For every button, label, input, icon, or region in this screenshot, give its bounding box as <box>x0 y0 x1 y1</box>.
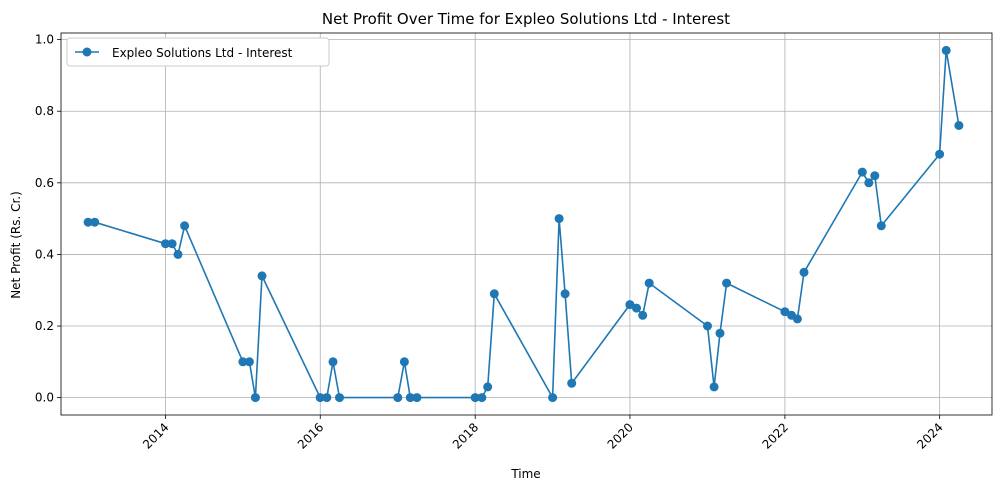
data-point <box>489 289 499 299</box>
data-point <box>477 393 487 403</box>
data-point <box>257 271 267 281</box>
data-point <box>405 393 415 403</box>
data-point <box>315 393 325 403</box>
data-point <box>173 249 183 259</box>
y-tick-label: 0.0 <box>35 391 54 405</box>
chart-title: Net Profit Over Time for Expleo Solution… <box>322 10 730 28</box>
y-tick-label: 0.2 <box>35 319 54 333</box>
data-point <box>632 303 641 313</box>
x-axis-label: Time <box>510 467 540 481</box>
data-point <box>625 300 635 310</box>
data-point <box>870 171 880 181</box>
data-point <box>161 239 170 249</box>
y-axis-label: Net Profit (Rs. Cr.) <box>9 191 23 299</box>
legend: Expleo Solutions Ltd - Interest <box>66 37 330 67</box>
data-point <box>792 314 802 324</box>
y-tick-label: 1.0 <box>35 33 54 47</box>
data-point <box>393 393 403 403</box>
series-layer <box>83 45 964 403</box>
data-point <box>864 178 874 188</box>
data-point <box>857 167 867 177</box>
y-tick-label: 0.8 <box>35 104 54 118</box>
data-point <box>941 45 951 55</box>
data-point <box>935 149 945 159</box>
data-point <box>954 121 964 130</box>
data-point <box>722 278 732 288</box>
data-point <box>167 239 177 249</box>
data-point <box>644 278 654 288</box>
data-point <box>250 393 260 403</box>
y-tick-label: 0.4 <box>35 247 54 261</box>
data-point <box>328 357 338 367</box>
data-point <box>560 289 570 299</box>
data-point <box>412 393 422 403</box>
data-point <box>799 267 809 277</box>
data-point <box>399 357 409 367</box>
data-point <box>470 393 480 403</box>
data-point <box>238 357 248 367</box>
data-point <box>83 217 93 227</box>
data-point <box>709 382 719 392</box>
data-point <box>90 217 100 227</box>
data-point <box>703 321 712 331</box>
data-point <box>335 393 344 403</box>
data-point <box>554 214 564 224</box>
plot-frame <box>60 32 993 416</box>
data-point <box>244 357 254 367</box>
data-point <box>780 307 790 317</box>
legend-label: Expleo Solutions Ltd - Interest <box>112 46 293 60</box>
legend-box <box>66 37 330 67</box>
data-point <box>322 393 332 403</box>
data-point <box>715 328 725 338</box>
data-point <box>548 393 558 403</box>
data-point <box>876 221 886 231</box>
data-point <box>567 378 577 388</box>
y-tick-label: 0.6 <box>35 176 54 190</box>
data-point <box>483 382 493 392</box>
data-point <box>180 221 190 231</box>
data-point <box>638 310 648 320</box>
legend-point-marker <box>82 47 92 57</box>
